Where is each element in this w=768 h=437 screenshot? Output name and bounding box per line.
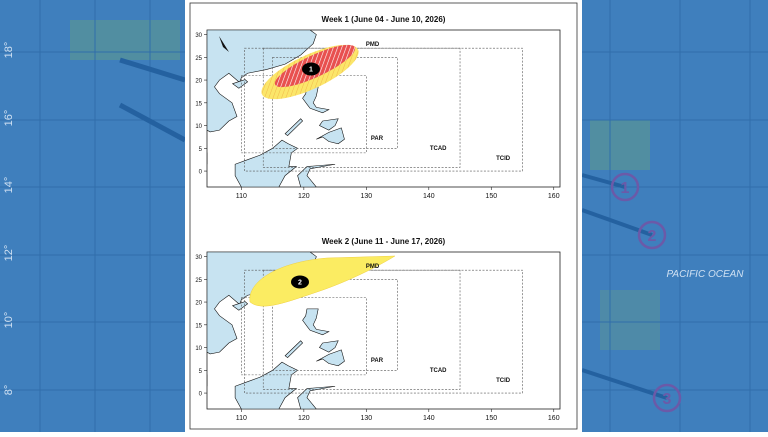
y-tick-label: 5 xyxy=(199,369,203,375)
cluster-marker xyxy=(302,62,320,76)
land xyxy=(231,301,249,311)
area-label: PAR xyxy=(371,136,384,142)
area-label: TCID xyxy=(496,378,511,384)
x-tick-label: 140 xyxy=(423,193,435,200)
y-tick-label: 0 xyxy=(199,170,203,176)
x-tick-label: 150 xyxy=(485,415,497,422)
land xyxy=(319,340,339,353)
y-tick-label: 10 xyxy=(195,346,202,352)
track-marker xyxy=(652,383,682,413)
track-marker-label: 3 xyxy=(663,391,672,408)
latitude-label: 10° xyxy=(3,312,15,329)
y-tick-label: 0 xyxy=(199,392,203,398)
card-border xyxy=(189,2,578,430)
latitude-label: 16° xyxy=(3,110,15,127)
cluster-label: 2 xyxy=(298,280,302,287)
ocean-label: PACIFIC OCEAN xyxy=(666,269,744,280)
area-label: TCID xyxy=(496,156,511,162)
panel-title: Week 1 (June 04 - June 10, 2026) xyxy=(322,15,446,24)
track-marker-label: 2 xyxy=(648,228,657,245)
land xyxy=(316,349,345,367)
track-marker xyxy=(610,172,640,202)
y-tick-label: 20 xyxy=(195,79,202,85)
y-tick-label: 30 xyxy=(195,33,202,39)
latitude-label: 8° xyxy=(3,385,15,396)
map-panel: Week 2 (June 11 - June 17, 2026) 2 PMD PAR T… xyxy=(195,237,561,422)
x-tick-label: 120 xyxy=(298,415,310,422)
cluster-marker xyxy=(291,275,309,289)
land xyxy=(302,86,330,114)
land xyxy=(316,127,345,145)
x-tick-label: 120 xyxy=(298,193,310,200)
land xyxy=(284,118,303,136)
map-panel: Week 1 (June 04 - June 10, 2026) 1 PMD PAR T… xyxy=(195,15,561,200)
latitude-label: 14° xyxy=(3,177,15,194)
cluster-label: 1 xyxy=(309,67,313,74)
map-content: 2 PMD PAR TCAD TCID xyxy=(207,252,523,409)
area-boundary xyxy=(244,269,523,394)
probability-area xyxy=(249,255,396,307)
area-boundary xyxy=(272,57,398,149)
x-tick-label: 130 xyxy=(360,193,372,200)
latitude-label: 18° xyxy=(3,42,15,59)
track-marker-label: 1 xyxy=(621,180,630,197)
land xyxy=(297,385,336,409)
north-arrow xyxy=(219,36,229,52)
panel-title: Week 2 (June 11 - June 17, 2026) xyxy=(322,237,446,246)
y-tick-label: 10 xyxy=(195,124,202,130)
x-tick-label: 150 xyxy=(485,193,497,200)
area-label: TCAD xyxy=(430,368,447,374)
land xyxy=(284,340,303,358)
area-boundary xyxy=(241,75,367,154)
y-tick-label: 15 xyxy=(195,101,202,107)
area-label: TCAD xyxy=(430,146,447,152)
area-label: PMD xyxy=(366,264,380,270)
y-tick-label: 5 xyxy=(199,147,203,153)
area-label: PMD xyxy=(366,42,380,48)
area-boundary xyxy=(262,47,461,168)
land xyxy=(302,308,330,336)
background-labels: 18° 16° 14° 12° 10° 8° PACIFIC OCEAN 1 2 3 xyxy=(3,42,744,413)
area-boundary xyxy=(244,47,523,172)
latitude-label: 12° xyxy=(3,245,15,262)
land xyxy=(319,118,339,131)
y-tick-label: 15 xyxy=(195,323,202,329)
x-tick-label: 110 xyxy=(236,415,247,422)
y-tick-label: 30 xyxy=(195,255,202,261)
track-marker xyxy=(637,220,667,250)
area-label: PAR xyxy=(371,358,384,364)
land xyxy=(207,30,317,133)
x-tick-label: 160 xyxy=(548,415,560,422)
x-tick-label: 130 xyxy=(360,415,372,422)
y-tick-label: 20 xyxy=(195,301,202,307)
land xyxy=(297,163,336,187)
area-boundary xyxy=(272,279,398,371)
land xyxy=(231,79,249,89)
area-boundary xyxy=(241,297,367,376)
map-content: 1 PMD PAR TCAD TCID xyxy=(207,30,523,187)
y-tick-label: 25 xyxy=(195,278,202,284)
x-tick-label: 160 xyxy=(548,193,560,200)
y-tick-label: 25 xyxy=(195,56,202,62)
x-tick-label: 140 xyxy=(423,415,435,422)
x-tick-label: 110 xyxy=(236,193,247,200)
